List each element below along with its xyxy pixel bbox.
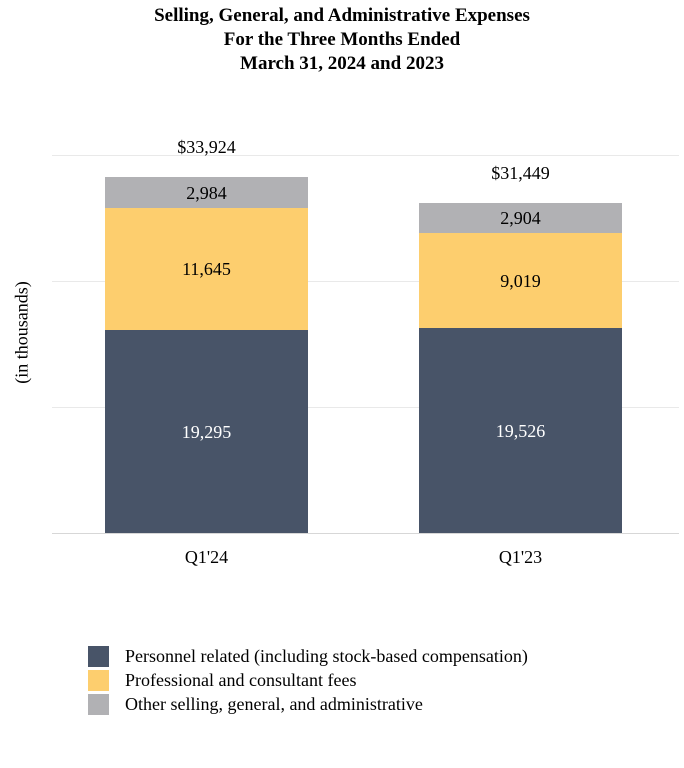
x-axis-line	[52, 533, 679, 534]
legend-item-personnel-related-includ: Personnel related (including stock-based…	[88, 646, 528, 667]
bar-q1-23-segment-professional-and-consult: 9,019	[419, 233, 622, 328]
gridline-12000	[52, 407, 679, 408]
legend-swatch-icon	[88, 670, 109, 691]
legend: Personnel related (including stock-based…	[88, 646, 528, 718]
bar-q1-23-value-label: 19,526	[495, 420, 546, 441]
gridline-24000	[52, 281, 679, 282]
bar-q1-23-segment-other-selling-general-an: 2,904	[419, 203, 622, 233]
legend-swatch-icon	[88, 646, 109, 667]
legend-item-label: Personnel related (including stock-based…	[125, 646, 528, 666]
bar-q1-24-segment-personnel-related-includ: 19,295	[105, 330, 308, 533]
chart-title-line-3: March 31, 2024 and 2023	[240, 53, 444, 74]
chart-title-line-2: For the Three Months Ended	[223, 29, 461, 50]
legend-item-label: Other selling, general, and administrati…	[125, 694, 423, 714]
legend-item-professional-and-consult: Professional and consultant fees	[88, 670, 528, 691]
bar-q1-24-segment-professional-and-consult: 11,645	[105, 208, 308, 330]
chart-title: Selling, General, and Administrative Exp…	[0, 4, 684, 76]
chart-title-line-1: Selling, General, and Administrative Exp…	[154, 5, 530, 26]
bar-q1-24-value-label: 11,645	[182, 259, 231, 279]
bar-q1-24-value-label: 2,984	[186, 182, 227, 203]
bar-q1-23-total-label: $31,449	[491, 163, 550, 183]
bar-q1-23-segment-personnel-related-includ: 19,526	[419, 328, 622, 533]
legend-item-other-selling-general-an: Other selling, general, and administrati…	[88, 694, 528, 715]
legend-swatch-icon	[88, 694, 109, 715]
bar-q1-24-value-label: 19,295	[181, 421, 232, 442]
legend-item-label: Professional and consultant fees	[125, 670, 357, 690]
y-axis-label: (in thousands)	[11, 281, 32, 384]
bar-q1-24-total-label: $33,924	[177, 137, 236, 157]
bar-q1-24-segment-other-selling-general-an: 2,984	[105, 177, 308, 208]
bar-q1-23-value-label: 9,019	[500, 270, 541, 291]
bar-q1-23-value-label: 2,904	[500, 208, 541, 228]
x-axis-label-q1-23: Q1'23	[498, 547, 543, 567]
x-axis-label-q1-24: Q1'24	[184, 547, 229, 567]
gridline-36000	[52, 155, 679, 156]
